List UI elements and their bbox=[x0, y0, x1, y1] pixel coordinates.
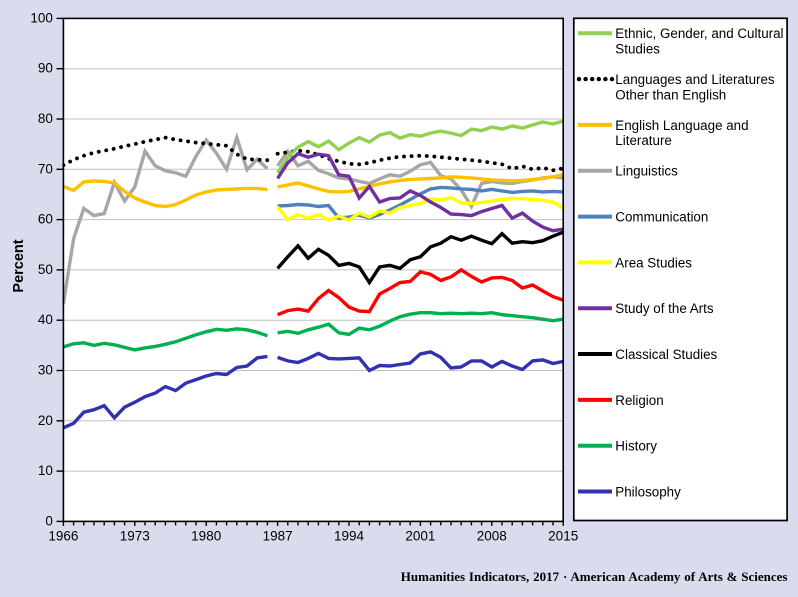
svg-text:70: 70 bbox=[38, 161, 53, 176]
svg-text:Study of the Arts: Study of the Arts bbox=[615, 301, 714, 316]
svg-text:Classical Studies: Classical Studies bbox=[615, 347, 717, 362]
svg-text:1987: 1987 bbox=[263, 528, 293, 543]
svg-text:Other than English: Other than English bbox=[615, 87, 726, 102]
svg-text:Philosophy: Philosophy bbox=[615, 484, 681, 499]
svg-text:2015: 2015 bbox=[548, 528, 578, 543]
svg-text:History: History bbox=[615, 439, 657, 454]
svg-text:30: 30 bbox=[38, 363, 53, 378]
svg-text:1973: 1973 bbox=[120, 528, 150, 543]
svg-text:Religion: Religion bbox=[615, 393, 663, 408]
svg-text:10: 10 bbox=[38, 463, 53, 478]
svg-text:40: 40 bbox=[38, 312, 53, 327]
svg-text:0: 0 bbox=[45, 513, 53, 528]
svg-text:Humanities Indicators, 2017 ·: Humanities Indicators, 2017 · American A… bbox=[401, 569, 788, 584]
svg-text:Area Studies: Area Studies bbox=[615, 255, 692, 270]
svg-text:Ethnic, Gender, and Cultural: Ethnic, Gender, and Cultural bbox=[615, 26, 783, 41]
svg-text:90: 90 bbox=[38, 61, 53, 76]
svg-text:Languages and Literatures: Languages and Literatures bbox=[615, 72, 775, 87]
svg-text:50: 50 bbox=[38, 262, 53, 277]
svg-text:20: 20 bbox=[38, 413, 53, 428]
svg-text:1966: 1966 bbox=[48, 528, 78, 543]
svg-text:60: 60 bbox=[38, 212, 53, 227]
svg-text:1980: 1980 bbox=[191, 528, 221, 543]
svg-text:80: 80 bbox=[38, 111, 53, 126]
svg-text:Literature: Literature bbox=[615, 133, 672, 148]
svg-text:English Language and: English Language and bbox=[615, 118, 748, 133]
svg-text:Studies: Studies bbox=[615, 42, 660, 57]
svg-text:2001: 2001 bbox=[405, 528, 435, 543]
svg-text:Communication: Communication bbox=[615, 210, 708, 225]
svg-text:Percent: Percent bbox=[11, 239, 27, 292]
svg-text:1994: 1994 bbox=[334, 528, 365, 543]
svg-text:100: 100 bbox=[30, 10, 53, 25]
svg-text:Linguistics: Linguistics bbox=[615, 164, 678, 179]
svg-text:2008: 2008 bbox=[477, 528, 507, 543]
